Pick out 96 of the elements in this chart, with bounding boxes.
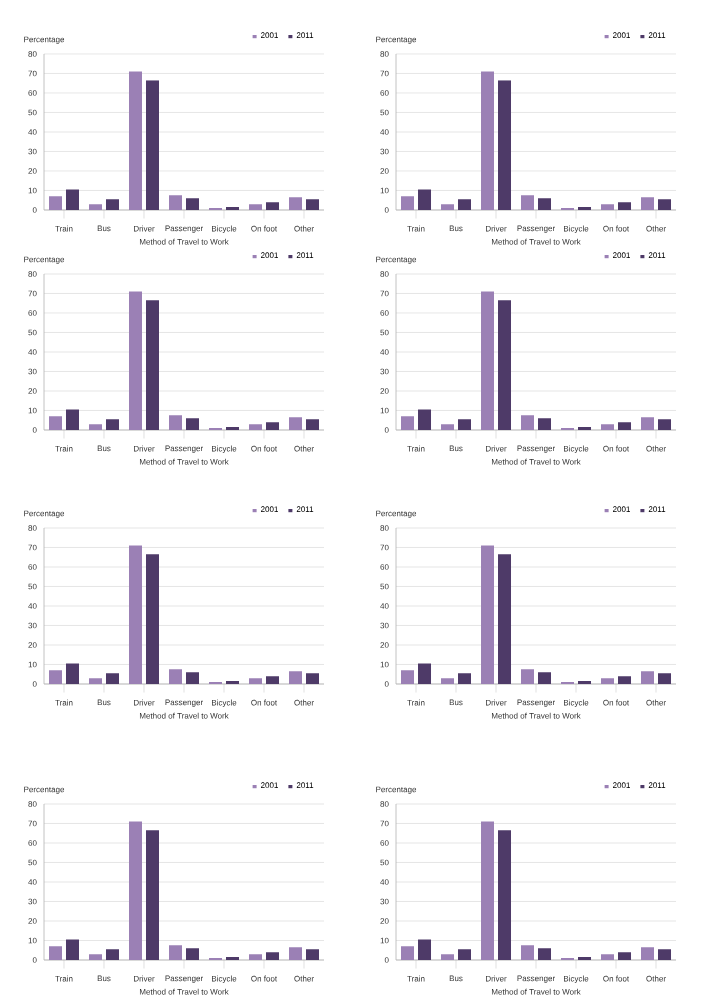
bar — [89, 954, 102, 960]
bar — [89, 424, 102, 430]
bar — [641, 417, 655, 430]
bar — [658, 673, 672, 684]
bar — [306, 949, 319, 960]
bar — [401, 416, 415, 430]
bar — [49, 196, 62, 210]
bar — [521, 669, 534, 684]
bar — [521, 415, 534, 430]
bar — [618, 952, 632, 960]
bar — [601, 678, 615, 684]
bar — [481, 291, 494, 430]
bar — [401, 196, 415, 210]
bar — [306, 419, 319, 430]
bar — [538, 198, 552, 210]
bar — [601, 954, 615, 960]
bar — [266, 676, 279, 684]
bar — [249, 678, 262, 684]
bar — [601, 204, 615, 210]
bar — [169, 195, 182, 210]
bar — [289, 417, 302, 430]
bar — [618, 202, 632, 210]
bar — [106, 419, 119, 430]
bar — [266, 202, 279, 210]
bar — [641, 947, 655, 960]
bar — [418, 409, 432, 430]
bar — [89, 678, 102, 684]
bar — [289, 671, 302, 684]
bar — [129, 821, 142, 960]
bar — [481, 545, 494, 684]
bar — [441, 424, 455, 430]
bar — [458, 949, 471, 960]
bar — [458, 673, 471, 684]
bar — [618, 676, 632, 684]
bar — [66, 409, 79, 430]
bar — [306, 673, 319, 684]
bar — [66, 189, 79, 210]
bar — [481, 821, 494, 960]
bar — [618, 422, 632, 430]
bar — [129, 71, 142, 210]
bar — [146, 830, 159, 960]
bar — [106, 199, 119, 210]
bar — [498, 80, 511, 210]
bar — [66, 939, 79, 960]
bar — [641, 197, 655, 210]
bar — [249, 204, 262, 210]
bar — [106, 673, 119, 684]
bar — [129, 291, 142, 430]
bar — [658, 949, 672, 960]
bar — [169, 945, 182, 960]
bar — [521, 945, 534, 960]
bar — [249, 424, 262, 430]
bar — [418, 939, 432, 960]
bar — [146, 300, 159, 430]
bar — [306, 199, 319, 210]
bar — [641, 671, 655, 684]
bar — [521, 195, 534, 210]
bar — [498, 554, 511, 684]
bar — [146, 80, 159, 210]
bar — [49, 416, 62, 430]
bar — [289, 197, 302, 210]
bar — [186, 672, 199, 684]
bar — [169, 669, 182, 684]
bar — [289, 947, 302, 960]
bar — [458, 199, 471, 210]
bar — [66, 663, 79, 684]
bar — [106, 949, 119, 960]
bar — [401, 946, 415, 960]
bar — [49, 670, 62, 684]
bar — [169, 415, 182, 430]
bar — [418, 663, 432, 684]
bar — [538, 948, 552, 960]
bar — [498, 300, 511, 430]
bar — [249, 954, 262, 960]
bar — [89, 204, 102, 210]
bar — [658, 199, 672, 210]
bar — [401, 670, 415, 684]
bar — [441, 678, 455, 684]
bar — [538, 672, 552, 684]
bar — [186, 948, 199, 960]
bar — [498, 830, 511, 960]
bar — [266, 952, 279, 960]
bar — [601, 424, 615, 430]
bar — [186, 198, 199, 210]
bar — [538, 418, 552, 430]
bar — [146, 554, 159, 684]
bar — [49, 946, 62, 960]
bar — [458, 419, 471, 430]
bar — [418, 189, 432, 210]
bar — [129, 545, 142, 684]
bar — [266, 422, 279, 430]
bar — [441, 954, 455, 960]
bar — [441, 204, 455, 210]
bar — [186, 418, 199, 430]
bar — [481, 71, 494, 210]
bar — [658, 419, 672, 430]
